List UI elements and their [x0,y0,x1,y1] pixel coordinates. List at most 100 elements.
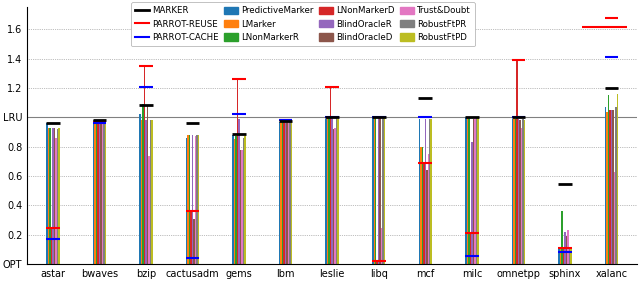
Bar [145,120,147,264]
Bar [615,107,617,264]
Bar [612,110,614,264]
Bar [420,147,422,264]
Bar [279,122,280,264]
Bar [611,110,612,264]
Bar [103,122,105,264]
Bar [431,119,432,264]
Bar [558,246,560,264]
Bar [605,107,606,264]
Bar [328,117,330,264]
Bar [142,104,144,264]
Bar [372,117,374,264]
Bar [332,117,333,264]
Bar [608,95,609,264]
Bar [288,122,289,264]
Bar [609,110,611,264]
Bar [522,119,524,264]
Bar [428,154,429,264]
Bar [193,219,195,264]
Bar [100,122,102,264]
Bar [472,119,474,264]
Bar [140,114,141,264]
Bar [232,135,234,264]
Bar [150,120,151,264]
Bar [93,120,94,264]
Bar [333,129,335,264]
Bar [606,111,608,264]
Bar [46,123,47,264]
Bar [189,135,190,264]
Bar [285,120,286,264]
Bar [196,135,198,264]
Bar [190,212,192,264]
Bar [465,117,467,264]
Bar [564,232,566,264]
Bar [240,150,241,264]
Bar [476,117,477,264]
Bar [198,135,199,264]
Bar [519,120,520,264]
Bar [336,117,337,264]
Bar [96,122,97,264]
Bar [289,122,291,264]
Bar [384,117,385,264]
Bar [186,138,188,264]
Bar [518,119,519,264]
Bar [144,66,145,264]
Bar [337,119,339,264]
Bar [567,230,569,264]
Bar [330,87,332,264]
Bar [426,170,428,264]
Bar [429,119,431,264]
Bar [617,94,618,264]
Bar [188,135,189,264]
Bar [335,128,336,264]
Bar [520,128,522,264]
Bar [55,138,56,264]
Bar [51,228,52,264]
Bar [524,120,525,264]
Bar [467,117,468,264]
Bar [244,136,246,264]
Bar [102,122,103,264]
Bar [566,236,567,264]
Bar [419,119,420,264]
Bar [569,246,570,264]
Bar [561,212,563,264]
Bar [383,117,384,264]
Bar [94,122,96,264]
Bar [141,120,142,264]
Bar [291,122,292,264]
Bar [97,122,99,264]
Bar [234,139,236,264]
Bar [148,156,150,264]
Bar [515,119,516,264]
Bar [99,120,100,264]
Bar [47,128,49,264]
Bar [375,117,376,264]
Bar [376,261,378,264]
Bar [470,233,471,264]
Bar [468,117,470,264]
Bar [423,163,424,264]
Bar [236,136,237,264]
Bar [192,135,193,264]
Bar [280,122,282,264]
Bar [563,248,564,264]
Bar [282,122,284,264]
Bar [151,120,153,264]
Bar [58,128,60,264]
Bar [424,119,426,264]
Bar [241,150,243,264]
Bar [374,117,375,264]
Bar [56,129,58,264]
Bar [560,248,561,264]
Bar [516,60,518,264]
Bar [286,122,288,264]
Bar [52,128,54,264]
Bar [243,138,244,264]
Bar [378,117,380,264]
Bar [237,79,238,264]
Bar [326,119,327,264]
Bar [327,117,328,264]
